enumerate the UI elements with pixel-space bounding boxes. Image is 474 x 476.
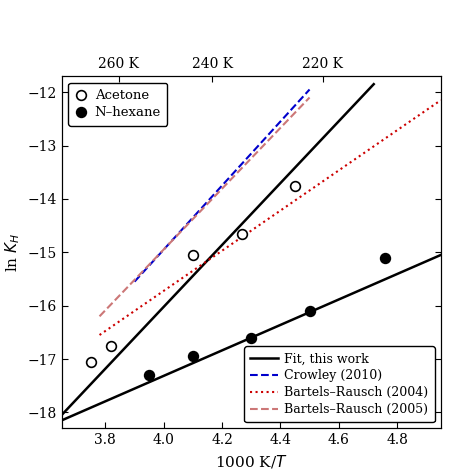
N–hexane: [383, 255, 388, 260]
Line: Acetone: Acetone: [86, 181, 300, 367]
N–hexane: [248, 335, 254, 340]
N–hexane: [190, 354, 196, 359]
X-axis label: 1000 K/$T$: 1000 K/$T$: [215, 453, 287, 470]
Legend: Fit, this work, Crowley (2010), Bartels–Rausch (2004), Bartels–Rausch (2005): Fit, this work, Crowley (2010), Bartels–…: [244, 347, 435, 422]
N–hexane: [307, 308, 312, 314]
Acetone: [88, 359, 94, 365]
Acetone: [292, 183, 298, 188]
N–hexane: [146, 372, 152, 378]
Y-axis label: ln $K_H$: ln $K_H$: [3, 233, 22, 272]
Line: N–hexane: N–hexane: [144, 253, 390, 380]
Acetone: [240, 231, 246, 237]
Acetone: [109, 343, 114, 348]
Acetone: [190, 252, 196, 258]
